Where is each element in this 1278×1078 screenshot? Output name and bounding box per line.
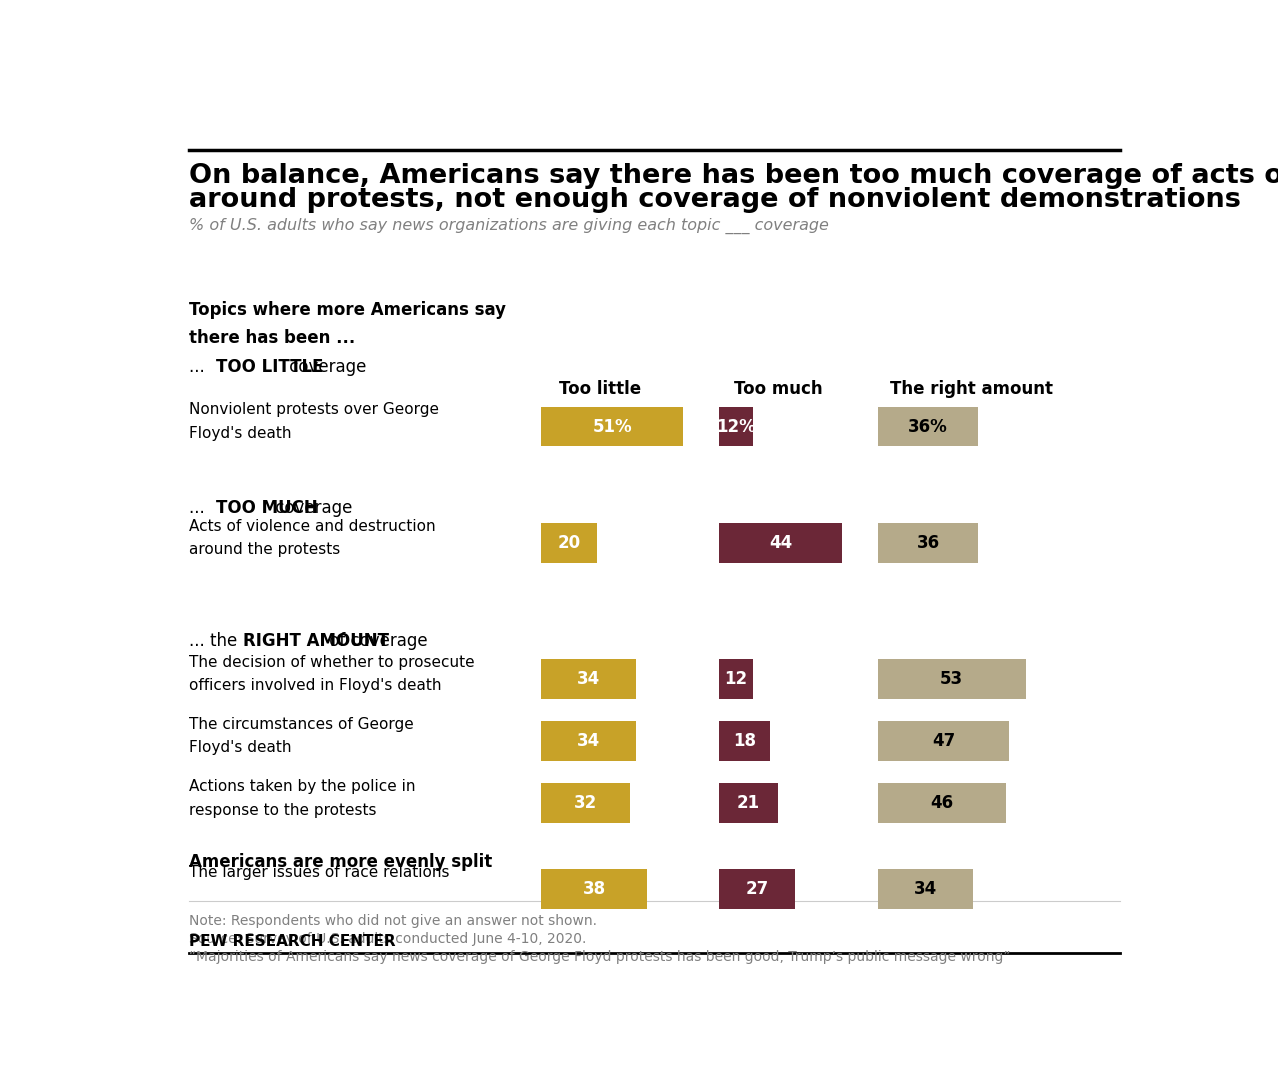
Text: Actions taken by the police in: Actions taken by the police in [189, 779, 415, 794]
Text: of coverage: of coverage [325, 632, 428, 650]
FancyBboxPatch shape [878, 721, 1010, 761]
Text: 18: 18 [734, 732, 757, 750]
Text: Note: Respondents who did not give an answer not shown.: Note: Respondents who did not give an an… [189, 914, 597, 928]
Text: Floyd's death: Floyd's death [189, 741, 291, 756]
FancyBboxPatch shape [541, 406, 684, 446]
Text: 53: 53 [941, 669, 964, 688]
Text: % of U.S. adults who say news organizations are giving each topic ___ coverage: % of U.S. adults who say news organizati… [189, 218, 829, 234]
Text: The larger issues of race relations: The larger issues of race relations [189, 865, 450, 880]
Text: there has been ...: there has been ... [189, 329, 355, 346]
Text: “Majorities of Americans say news coverage of George Floyd protests has been goo: “Majorities of Americans say news covera… [189, 951, 1011, 965]
Text: response to the protests: response to the protests [189, 802, 377, 817]
Text: 36%: 36% [909, 417, 948, 436]
Text: ... the: ... the [189, 632, 243, 650]
Text: TOO MUCH: TOO MUCH [216, 499, 318, 516]
Text: Too much: Too much [735, 381, 823, 398]
FancyBboxPatch shape [878, 784, 1006, 824]
Text: Source: Survey of U.S. adults conducted June 4-10, 2020.: Source: Survey of U.S. adults conducted … [189, 932, 587, 946]
FancyBboxPatch shape [878, 659, 1026, 699]
Text: officers involved in Floyd's death: officers involved in Floyd's death [189, 678, 442, 693]
Text: 34: 34 [914, 880, 937, 898]
Text: On balance, Americans say there has been too much coverage of acts of violence: On balance, Americans say there has been… [189, 163, 1278, 189]
FancyBboxPatch shape [541, 523, 597, 563]
Text: 27: 27 [745, 880, 768, 898]
Text: The circumstances of George: The circumstances of George [189, 717, 414, 732]
Text: TOO LITTLE: TOO LITTLE [216, 358, 323, 375]
Text: 34: 34 [576, 732, 601, 750]
Text: ...: ... [189, 358, 211, 375]
Text: RIGHT AMOUNT: RIGHT AMOUNT [243, 632, 390, 650]
Text: 32: 32 [574, 794, 597, 813]
Text: Acts of violence and destruction: Acts of violence and destruction [189, 519, 436, 534]
Text: coverage: coverage [270, 499, 353, 516]
Text: coverage: coverage [284, 358, 366, 375]
Text: 34: 34 [576, 669, 601, 688]
FancyBboxPatch shape [541, 784, 630, 824]
Text: 21: 21 [737, 794, 760, 813]
FancyBboxPatch shape [878, 869, 973, 909]
Text: Americans are more evenly split: Americans are more evenly split [189, 853, 493, 871]
Text: Too little: Too little [560, 381, 642, 398]
Text: Topics where more Americans say: Topics where more Americans say [189, 301, 506, 319]
FancyBboxPatch shape [720, 869, 795, 909]
Text: 36: 36 [916, 534, 939, 552]
Text: 51%: 51% [593, 417, 633, 436]
Text: The right amount: The right amount [891, 381, 1053, 398]
FancyBboxPatch shape [878, 406, 979, 446]
FancyBboxPatch shape [720, 659, 753, 699]
Text: around protests, not enough coverage of nonviolent demonstrations: around protests, not enough coverage of … [189, 188, 1241, 213]
Text: 38: 38 [583, 880, 606, 898]
FancyBboxPatch shape [541, 721, 636, 761]
FancyBboxPatch shape [720, 523, 842, 563]
Text: PEW RESEARCH CENTER: PEW RESEARCH CENTER [189, 935, 396, 950]
FancyBboxPatch shape [720, 406, 753, 446]
FancyBboxPatch shape [878, 523, 979, 563]
Text: around the protests: around the protests [189, 542, 341, 557]
FancyBboxPatch shape [720, 784, 778, 824]
Text: The decision of whether to prosecute: The decision of whether to prosecute [189, 654, 475, 669]
Text: Nonviolent protests over George: Nonviolent protests over George [189, 402, 440, 417]
Text: 20: 20 [557, 534, 580, 552]
Text: 44: 44 [769, 534, 792, 552]
Text: ...: ... [189, 499, 211, 516]
FancyBboxPatch shape [541, 659, 636, 699]
Text: 46: 46 [930, 794, 953, 813]
Text: 12: 12 [725, 669, 748, 688]
Text: 12%: 12% [716, 417, 757, 436]
FancyBboxPatch shape [720, 721, 769, 761]
Text: Floyd's death: Floyd's death [189, 426, 291, 441]
FancyBboxPatch shape [541, 869, 647, 909]
Text: 47: 47 [932, 732, 955, 750]
